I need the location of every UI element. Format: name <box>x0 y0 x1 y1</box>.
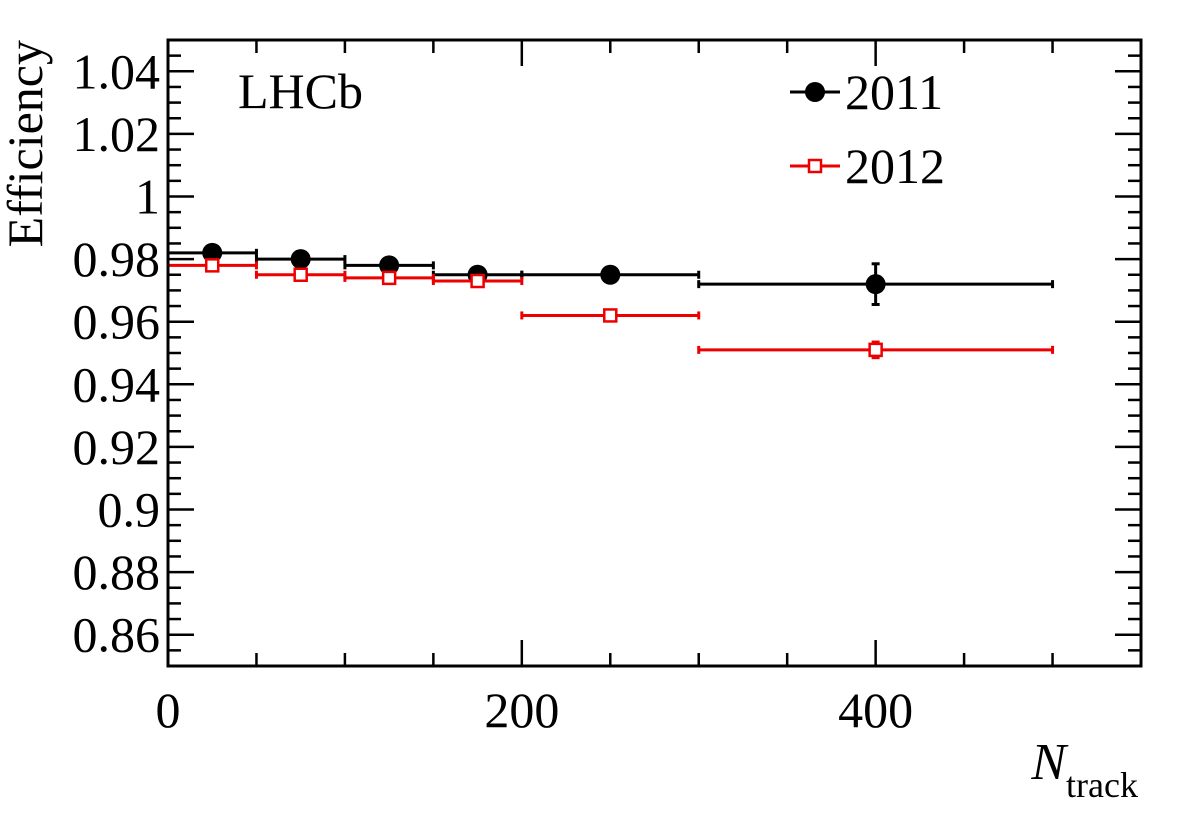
experiment-label: LHCb <box>238 63 363 119</box>
legend-marker <box>807 158 823 174</box>
legend-label: 2011 <box>845 64 943 120</box>
legend: 2011 2012 <box>790 64 945 194</box>
series-2012 <box>166 258 1055 360</box>
y-axis-title: Efficiency <box>0 40 53 247</box>
x-tick-label: 200 <box>484 682 559 738</box>
y-tick-label: 1.02 <box>73 106 161 162</box>
x-tick-label: 0 <box>156 682 181 738</box>
data-point <box>293 267 308 282</box>
data-point <box>290 249 311 270</box>
data-point <box>202 242 223 263</box>
legend-label: 2012 <box>845 138 945 194</box>
y-tick-label: 0.94 <box>73 356 161 412</box>
data-point <box>603 308 618 323</box>
x-tick-label: 400 <box>838 682 913 738</box>
legend-item-2011: 2011 <box>790 64 943 120</box>
y-tick-label: 0.88 <box>73 544 161 600</box>
legend-item-2012: 2012 <box>790 138 945 194</box>
y-tick-label: 1.04 <box>73 43 161 99</box>
y-tick-label: 1 <box>135 169 160 225</box>
x-axis-title-sub: track <box>1066 765 1138 805</box>
data-point <box>204 258 220 273</box>
y-tick-label: 0.86 <box>73 607 161 663</box>
data-point <box>600 264 621 285</box>
series-2011 <box>166 242 1055 306</box>
axis-ticks <box>166 38 1143 668</box>
y-tick-label: 0.98 <box>73 231 161 287</box>
legend-marker <box>805 82 825 102</box>
x-axis-title-main: N <box>1030 734 1069 791</box>
data-point <box>381 270 397 286</box>
y-tick-label: 0.9 <box>98 482 161 538</box>
data-point <box>865 274 886 295</box>
y-tick-label: 0.92 <box>73 419 161 475</box>
data-point <box>470 273 485 289</box>
axis-labels: 0 200 400 0.86 0.88 0.9 0.92 0.94 0.96 0.98 1 1.02 1… <box>73 43 914 738</box>
y-tick-label: 0.96 <box>73 294 161 350</box>
data-series <box>166 242 1055 360</box>
x-axis-title: Ntrack <box>1030 734 1138 805</box>
plot-frame <box>166 38 1143 668</box>
data-point <box>379 255 400 276</box>
data-point <box>868 342 883 358</box>
